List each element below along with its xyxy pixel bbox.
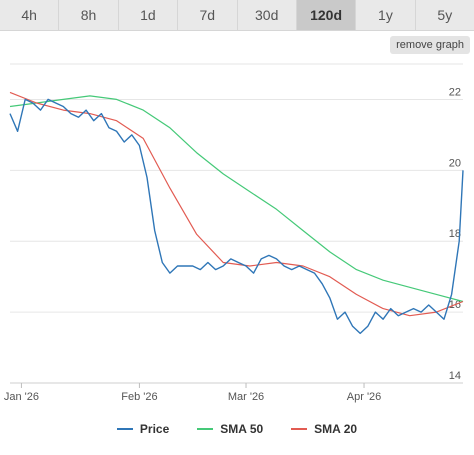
legend-item-sma50[interactable]: SMA 50: [197, 422, 263, 436]
x-tick-label: Jan '26: [4, 391, 39, 403]
legend-swatch-sma20: [291, 428, 308, 430]
tab-5y[interactable]: 5y: [437, 7, 453, 23]
tab-7d[interactable]: 7d: [178, 0, 238, 30]
legend-label-price: Price: [139, 422, 170, 436]
legend-item-sma20[interactable]: SMA 20: [291, 422, 357, 436]
series-line-sma20: [9, 91, 464, 317]
y-tick-label: 22: [449, 86, 461, 98]
tab-4h[interactable]: 4h: [0, 0, 60, 30]
x-tick-label: Mar '26: [228, 391, 264, 403]
x-tick-label: Apr '26: [347, 391, 382, 403]
tab-8h[interactable]: 8h: [59, 0, 119, 30]
y-tick-label: 14: [449, 370, 461, 382]
legend-item-price[interactable]: Price: [116, 422, 170, 436]
tab-30d[interactable]: 30d: [238, 0, 297, 30]
legend-swatch-sma50: [197, 428, 214, 430]
y-tick-label: 18: [449, 228, 461, 240]
x-tick-label: Feb '26: [121, 391, 157, 403]
legend-label-sma50: SMA 50: [220, 422, 264, 436]
time-range-tabs: 4h 8h 1d 7d 30d 120d 1y 5y: [0, 0, 474, 31]
series-line-price: [9, 98, 464, 335]
remove-graph-button[interactable]: remove graph: [390, 36, 470, 54]
tab-120d[interactable]: 120d: [296, 0, 357, 30]
y-tick-label: 20: [449, 157, 461, 169]
tab-1y[interactable]: 1y: [356, 0, 416, 30]
tab-1d[interactable]: 1d: [119, 0, 179, 30]
chart-legend: Price SMA 50 SMA 20: [0, 419, 474, 439]
legend-label-sma20: SMA 20: [314, 422, 358, 436]
legend-swatch-price: [116, 428, 133, 430]
series-line-sma50: [9, 95, 464, 303]
